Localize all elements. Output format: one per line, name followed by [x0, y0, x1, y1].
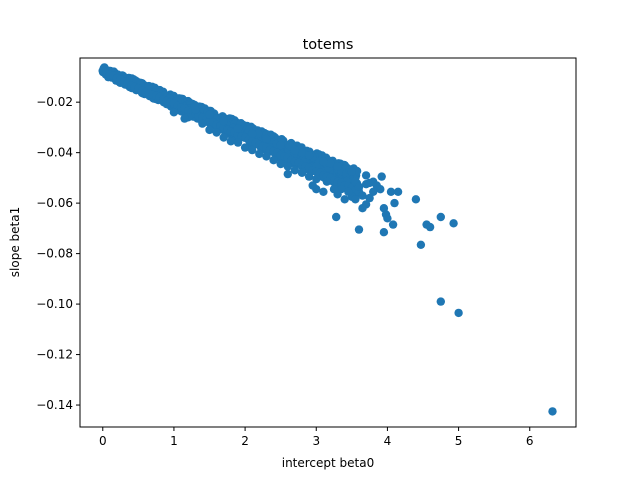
data-point	[253, 129, 263, 138]
data-point	[354, 182, 364, 191]
y-axis-label: slope beta1	[8, 207, 22, 277]
x-tick-label: 0	[99, 434, 107, 448]
data-point	[308, 181, 317, 190]
data-point	[449, 219, 458, 228]
data-point	[219, 133, 228, 142]
data-point	[361, 171, 371, 180]
data-point	[379, 204, 389, 213]
data-point	[329, 185, 339, 194]
data-point	[276, 159, 285, 169]
x-tick-label: 1	[170, 434, 178, 448]
data-point	[358, 204, 367, 213]
data-point	[369, 187, 378, 196]
y-tick-label: −0.08	[36, 247, 73, 261]
data-point	[297, 148, 307, 158]
y-tick-label: −0.04	[36, 146, 73, 160]
y-tick-label: −0.10	[36, 297, 73, 311]
data-point	[340, 195, 349, 204]
data-point	[376, 185, 385, 194]
data-point	[191, 105, 200, 114]
data-point	[416, 240, 426, 249]
data-point	[219, 116, 228, 126]
data-point	[276, 140, 285, 150]
chart-title: totems	[303, 37, 354, 53]
data-point	[351, 195, 360, 204]
data-point	[425, 222, 435, 232]
data-point	[198, 119, 207, 128]
data-point	[283, 169, 292, 179]
x-tick-label: 6	[526, 434, 534, 448]
data-point	[326, 159, 335, 168]
data-point	[358, 191, 367, 200]
data-point	[436, 297, 445, 306]
data-point	[129, 75, 138, 84]
data-point	[436, 212, 445, 222]
data-point	[269, 156, 278, 165]
data-point	[548, 407, 557, 416]
data-point	[290, 166, 300, 175]
data-point	[290, 145, 300, 155]
data-point	[205, 125, 214, 135]
data-point	[454, 308, 463, 318]
data-point	[377, 172, 386, 181]
data-point	[283, 162, 292, 171]
data-point	[312, 174, 321, 184]
data-point	[180, 114, 189, 123]
data-point	[319, 157, 328, 166]
data-point	[390, 198, 399, 208]
y-tick-label: −0.12	[36, 348, 73, 362]
data-point	[411, 195, 421, 204]
data-point	[248, 129, 257, 138]
data-point	[262, 134, 271, 143]
data-point	[240, 143, 250, 152]
data-point	[393, 187, 403, 196]
x-tick-label: 5	[455, 434, 463, 448]
data-point	[233, 124, 243, 133]
data-point	[304, 151, 314, 160]
data-point	[388, 220, 398, 229]
data-point	[386, 187, 396, 196]
data-point	[344, 187, 353, 196]
y-axis-ticks: −0.02 −0.04 −0.06 −0.08 −0.10 −0.12 −0.14	[36, 95, 80, 412]
x-axis-ticks: 0 1 2 3 4 5 6	[99, 427, 534, 448]
data-point	[233, 138, 243, 147]
y-tick-label: −0.06	[36, 196, 73, 210]
data-point	[304, 172, 314, 181]
y-tick-label: −0.02	[36, 95, 73, 109]
data-point	[333, 162, 342, 171]
data-point	[248, 145, 257, 155]
x-tick-label: 4	[384, 434, 392, 448]
x-tick-label: 3	[312, 434, 320, 448]
plot-frame	[79, 57, 577, 428]
data-point	[262, 152, 271, 161]
data-point	[365, 193, 374, 203]
y-tick-label: −0.14	[36, 398, 73, 412]
data-point	[205, 110, 214, 120]
data-point	[347, 167, 356, 176]
x-tick-label: 2	[241, 434, 249, 448]
data-point	[212, 128, 221, 137]
data-point	[354, 225, 364, 234]
data-point	[383, 214, 392, 223]
data-points	[98, 63, 557, 416]
data-point	[297, 168, 307, 177]
data-point	[169, 108, 179, 117]
data-point	[379, 228, 389, 237]
data-point	[255, 149, 264, 159]
data-point	[332, 212, 341, 222]
data-point	[322, 177, 332, 186]
x-axis-label: intercept beta0	[282, 456, 375, 470]
data-point	[226, 137, 236, 146]
data-point	[319, 187, 328, 196]
